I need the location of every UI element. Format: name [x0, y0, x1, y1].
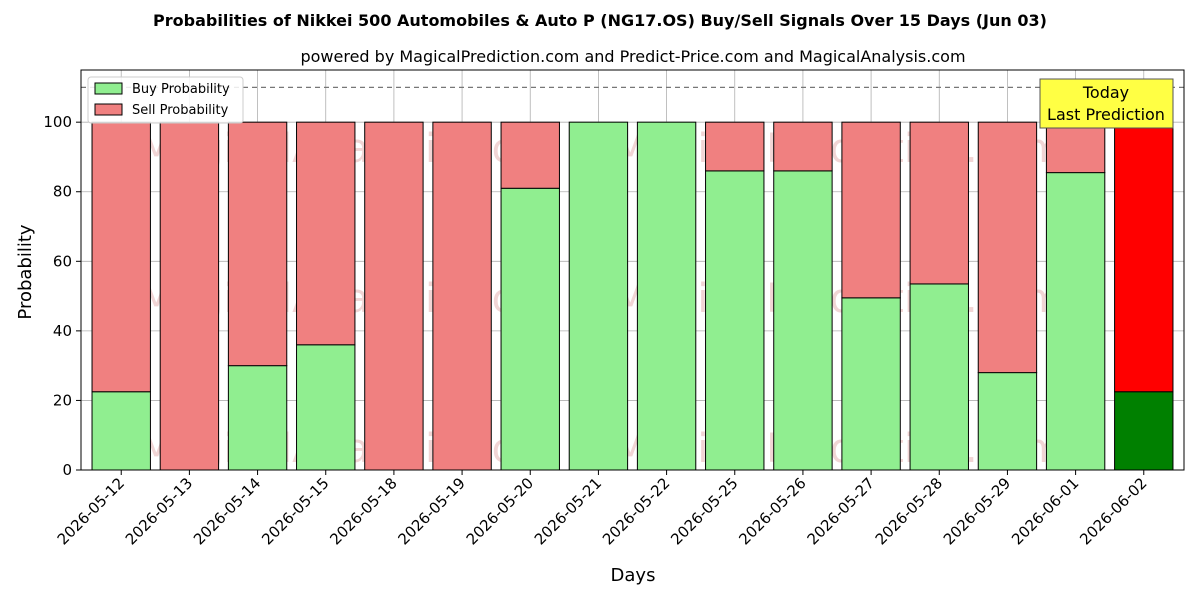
y-tick-label: 0 [62, 461, 72, 479]
x-tick-label: 2026-05-22 [599, 474, 673, 548]
x-tick-label: 2026-06-02 [1076, 474, 1150, 548]
bar-sell [159, 121, 220, 471]
bar-sell [1045, 121, 1106, 174]
x-tick-label: 2026-05-29 [940, 474, 1014, 548]
x-tick-label: 2026-05-20 [463, 474, 537, 548]
legend: Buy Probability Sell Probability [87, 76, 244, 124]
bar-sell [432, 121, 492, 471]
x-tick-label: 2026-06-01 [1008, 474, 1082, 548]
x-tick-label: 2026-05-28 [872, 474, 946, 548]
annotation-line-2: Last Prediction [1047, 105, 1165, 124]
bar-sell [500, 121, 560, 189]
bar-sell [1114, 121, 1174, 393]
bar-buy [909, 283, 969, 471]
annotation-line-1: Today [1082, 83, 1129, 102]
x-tick-label: 2026-05-21 [531, 474, 605, 548]
bar-sell [296, 121, 356, 346]
y-tick-label: 20 [53, 391, 72, 409]
bar-sell [841, 121, 901, 299]
x-tick-label: 2026-05-12 [54, 474, 128, 548]
chart-subtitle: powered by MagicalPrediction.com and Pre… [300, 47, 965, 66]
x-tick-label: 2026-05-15 [258, 474, 332, 548]
bar-sell [364, 121, 424, 471]
x-tick-label: 2026-05-14 [190, 474, 264, 548]
bar-buy [500, 187, 560, 471]
plot-frame [80, 69, 1185, 471]
x-axis-label: Days [611, 565, 656, 586]
bar-sell [91, 121, 151, 393]
x-tick-label: 2026-05-19 [395, 474, 469, 548]
x-tick-label: 2026-05-18 [326, 474, 400, 548]
bar-sell [773, 121, 833, 172]
y-tick-label: 80 [53, 183, 72, 201]
bar-sell [705, 121, 765, 172]
y-tick-label: 40 [53, 322, 72, 340]
x-tick-label: 2026-05-13 [122, 474, 196, 548]
bar-buy [296, 344, 356, 471]
bar-buy [1114, 391, 1174, 471]
bar-buy [705, 170, 765, 471]
y-tick-label: 60 [53, 252, 72, 270]
bar-sell [909, 121, 969, 285]
bars-layer [81, 86, 1184, 471]
legend-swatch-buy [94, 82, 123, 95]
bar-sell [227, 121, 288, 367]
bar-buy [841, 297, 901, 471]
legend-label-sell: Sell Probability [132, 103, 229, 118]
annotation-box [1039, 78, 1174, 129]
legend-swatch-sell [94, 103, 123, 116]
x-tick-label: 2026-05-26 [735, 474, 809, 548]
bar-buy [636, 121, 697, 471]
legend-label-buy: Buy Probability [132, 82, 230, 97]
bar-buy [1045, 172, 1106, 471]
legend-frame [87, 76, 244, 124]
bar-buy [227, 365, 288, 471]
today-annotation: Today Last Prediction [1039, 78, 1174, 129]
x-tick-label: 2026-05-27 [804, 474, 878, 548]
x-tick-label: 2026-05-25 [667, 474, 741, 548]
y-tick-label: 100 [43, 113, 72, 131]
bar-buy [977, 372, 1038, 471]
chart-title: Probabilities of Nikkei 500 Automobiles … [153, 11, 1047, 30]
y-axis-label: Probability [15, 224, 36, 319]
bar-buy [568, 121, 629, 471]
bar-buy [773, 170, 833, 471]
bar-sell [977, 121, 1038, 374]
bar-buy [91, 391, 151, 471]
